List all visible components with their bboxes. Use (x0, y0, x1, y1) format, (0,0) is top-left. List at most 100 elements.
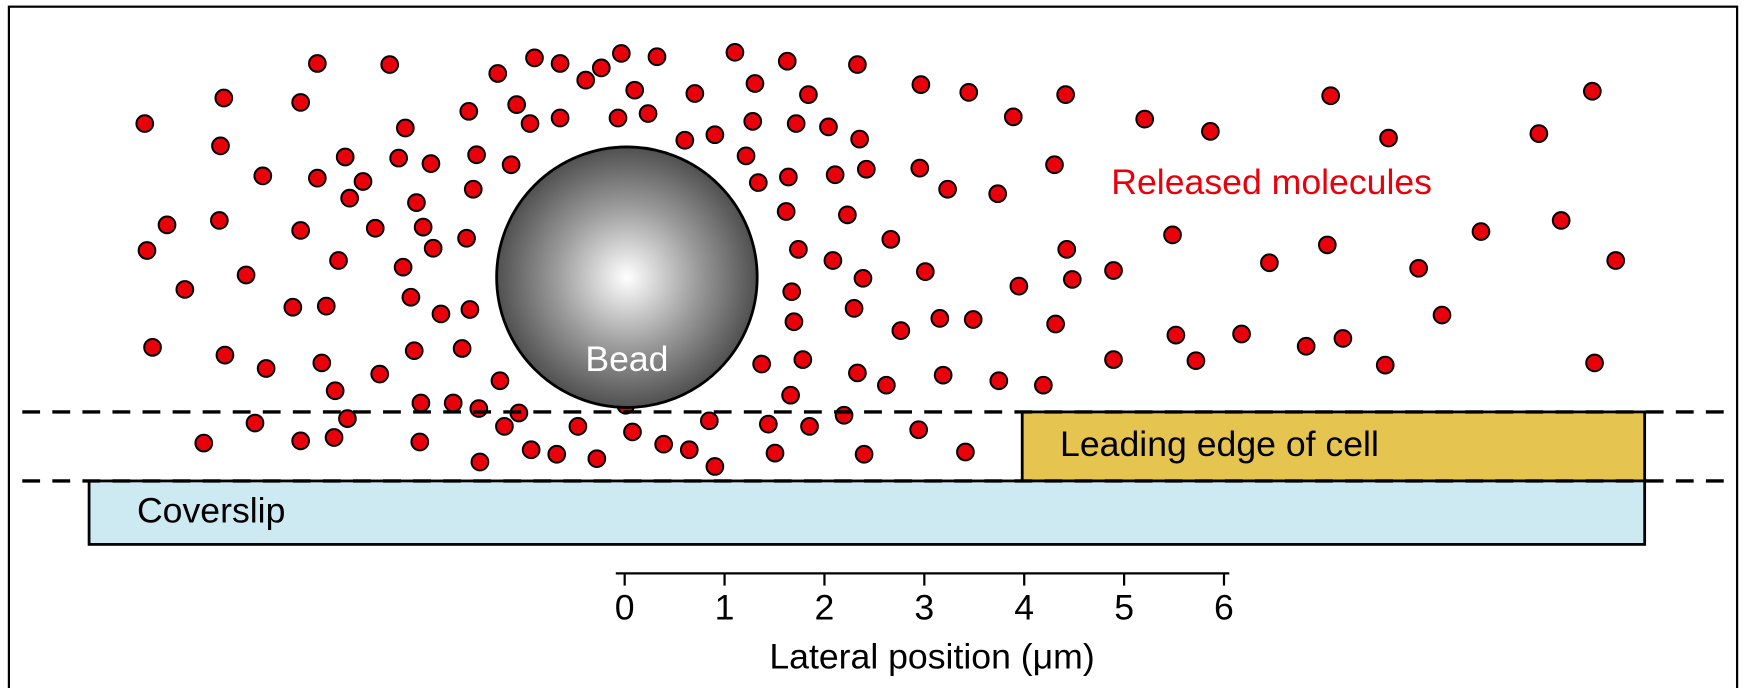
molecule (501, 155, 521, 175)
molecule (793, 350, 813, 369)
molecule (856, 159, 876, 179)
molecule (1062, 270, 1082, 289)
molecule (853, 268, 873, 288)
molecule (457, 228, 476, 248)
molecule (1375, 355, 1395, 375)
molecule (214, 88, 234, 108)
molecule (459, 101, 479, 121)
molecule (758, 414, 778, 434)
molecule (329, 251, 348, 270)
molecule (175, 280, 195, 299)
tick-label: 5 (1114, 587, 1134, 627)
molecule (679, 440, 699, 460)
molecule (307, 168, 327, 188)
molecule (137, 241, 157, 260)
molecule (325, 381, 345, 401)
molecule (877, 375, 896, 395)
molecule (380, 55, 400, 74)
molecule (291, 221, 311, 240)
molecule (834, 405, 854, 425)
molecule (848, 363, 867, 383)
molecule (431, 304, 451, 324)
molecule (1009, 276, 1029, 296)
molecule (591, 58, 611, 78)
molecule (1186, 351, 1206, 371)
molecule (752, 354, 772, 374)
molecule (638, 104, 658, 123)
molecule (236, 265, 256, 285)
molecule (748, 173, 768, 192)
molecule (520, 114, 540, 133)
molecule (891, 321, 911, 340)
molecule (467, 145, 486, 165)
molecule (784, 312, 804, 332)
coverslip (87, 479, 1647, 546)
molecule (1003, 107, 1023, 127)
tick-label: 6 (1214, 587, 1234, 627)
molecule (705, 457, 725, 476)
molecule (550, 108, 570, 128)
molecule (1166, 325, 1186, 345)
molecule (413, 217, 433, 237)
molecule (194, 433, 214, 453)
molecule (370, 364, 390, 384)
frame (7, 5, 1739, 688)
molecules (135, 42, 1626, 476)
molecule (909, 420, 929, 440)
molecule (956, 442, 975, 462)
molecule (395, 118, 415, 138)
axis: 0 1 2 3 4 5 6 (615, 573, 1234, 627)
molecule (989, 371, 1009, 391)
molecule (1045, 155, 1064, 175)
molecule (245, 413, 265, 433)
molecule (469, 399, 489, 418)
molecule (988, 184, 1008, 204)
molecule (623, 422, 642, 442)
molecule (324, 428, 344, 447)
molecule (782, 282, 802, 302)
bead (495, 145, 759, 409)
molecule (844, 299, 864, 318)
molecule (685, 84, 705, 103)
molecule (547, 444, 567, 464)
molecule (776, 202, 796, 221)
molecule (911, 75, 931, 94)
molecule (625, 80, 645, 100)
molecule (410, 432, 430, 452)
molecule (460, 300, 480, 319)
molecule (1232, 324, 1251, 344)
bead-label: Bead (585, 339, 668, 379)
molecule (1296, 336, 1316, 356)
molecule (1551, 211, 1571, 230)
molecule (495, 417, 514, 436)
molecule (1529, 124, 1549, 143)
molecule (838, 205, 857, 225)
tick-label: 4 (1014, 587, 1034, 627)
molecule (959, 83, 979, 102)
molecule (1104, 261, 1123, 280)
molecule (854, 444, 874, 464)
molecule (1057, 240, 1077, 259)
tick-label: 2 (815, 587, 835, 627)
molecule (401, 287, 421, 307)
molecule (963, 310, 983, 329)
molecule (389, 148, 408, 168)
molecule (1056, 85, 1075, 104)
molecule (1409, 258, 1428, 278)
coverslip-label: Coverslip (137, 491, 285, 531)
molecule (1104, 350, 1123, 369)
molecule (407, 193, 426, 212)
tick-label: 0 (615, 587, 635, 627)
molecule (215, 345, 235, 365)
molecule (910, 158, 930, 178)
molecule (1201, 122, 1220, 141)
axis-label: Lateral position (μm) (769, 636, 1094, 676)
molecule (1471, 222, 1491, 241)
molecule (1585, 353, 1604, 373)
molecule (823, 251, 843, 270)
molecule (743, 111, 763, 131)
molecule (411, 393, 431, 413)
molecule (745, 74, 765, 93)
molecule (488, 64, 508, 83)
